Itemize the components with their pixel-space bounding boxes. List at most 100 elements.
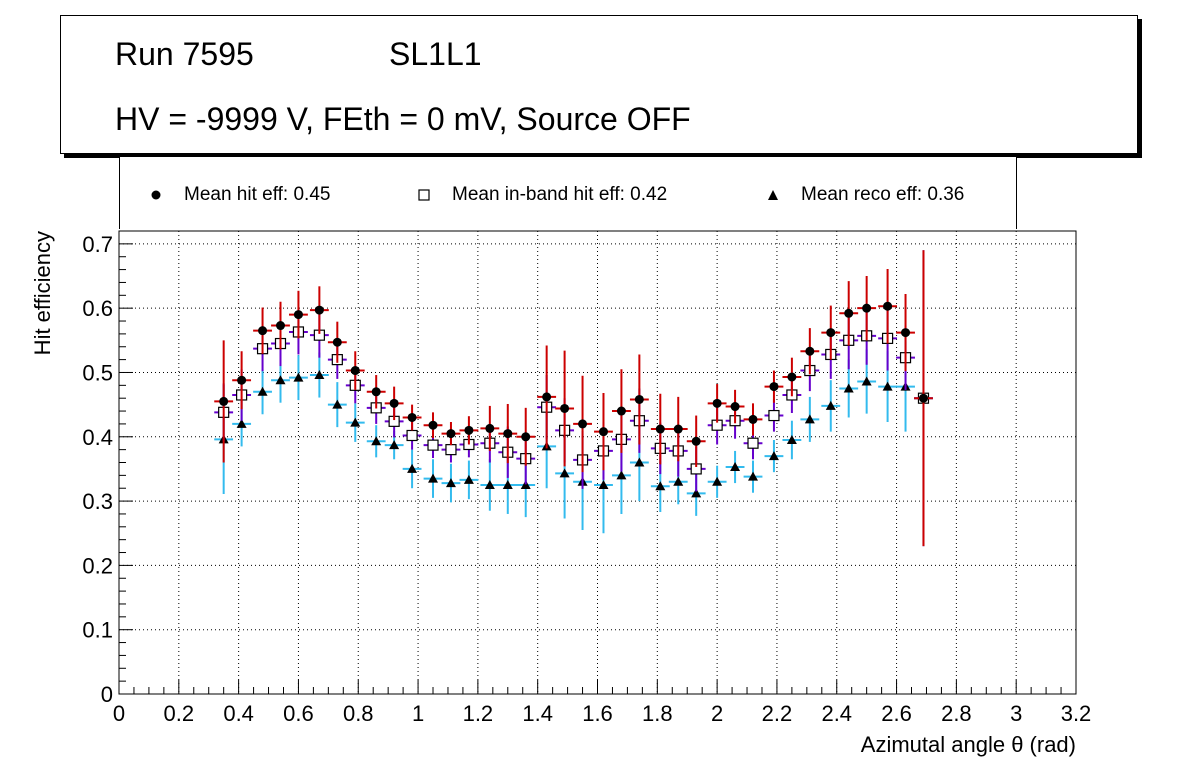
hit-point (407, 412, 417, 422)
conditions-label: HV = -9999 V, FEth = 0 mV, Source OFF (115, 101, 691, 137)
filled-circle-icon (146, 185, 166, 205)
hit-point (485, 423, 495, 433)
reco-point (712, 476, 723, 486)
reco-point (634, 457, 645, 467)
inband-point (445, 444, 457, 456)
legend-item-reco: Mean reco eff: 0.36 (763, 184, 964, 206)
reco-point (786, 434, 797, 444)
reco-point (484, 480, 495, 490)
hit-point (371, 387, 381, 397)
y-tick-label: 0 (101, 682, 113, 707)
hit-point (389, 398, 399, 408)
hit-point (314, 305, 324, 315)
layer-label: SL1L1 (389, 36, 482, 72)
hit-point (578, 419, 588, 429)
x-tick-label: 3 (1010, 701, 1022, 726)
x-tick-label: 1.4 (522, 701, 553, 726)
reco-point (598, 480, 609, 490)
x-tick-label: 2.6 (881, 701, 912, 726)
hit-point (428, 420, 438, 430)
hit-point (901, 328, 911, 338)
open-square-icon (414, 185, 434, 205)
reco-point (332, 399, 343, 409)
hit-point (237, 375, 247, 385)
reco-point (257, 386, 268, 396)
y-tick-label: 0.3 (82, 489, 113, 514)
reco-point (748, 471, 759, 481)
hit-point (542, 392, 552, 402)
axis-ticks: 0 0.2 0.4 0.6 0.8 1 1.2 1.4 1.6 1.8 2 2.2 2.4 2.6 2.8 3… (82, 232, 1091, 726)
hit-point (918, 393, 928, 403)
run-number: Run 7595 (115, 36, 254, 72)
inband-point (768, 409, 780, 422)
y-tick-label: 0.4 (82, 425, 113, 450)
reco-point (520, 480, 531, 490)
x-tick-label: 2 (711, 701, 723, 726)
reco-point (804, 414, 815, 424)
reco-point (445, 478, 456, 488)
inband-point (427, 439, 439, 451)
legend-item-inband: Mean in-band hit eff: 0.42 (414, 184, 667, 206)
hit-point (712, 398, 722, 408)
hit-point (219, 396, 229, 406)
x-tick-label: 2.2 (762, 701, 793, 726)
inband-point (747, 437, 759, 449)
legend: Mean hit eff: 0.45 Mean in-band hit eff:… (119, 157, 1017, 229)
inband-series (214, 250, 933, 547)
legend-inband-label: Mean in-band hit eff: 0.42 (452, 184, 668, 205)
hit-point (598, 427, 608, 437)
hit-point (293, 310, 303, 320)
reco-point (861, 376, 872, 386)
x-tick-label: 0.2 (164, 701, 195, 726)
y-tick-label: 0.2 (82, 553, 113, 578)
reco-series (214, 250, 933, 547)
reco-point (616, 470, 627, 480)
grid (119, 231, 1076, 694)
reco-point (825, 400, 836, 410)
x-axis-label: Azimutal angle θ (rad) (861, 732, 1076, 757)
reco-point (673, 476, 684, 486)
hit-point (691, 436, 701, 446)
reco-point (293, 372, 304, 382)
reco-point (502, 480, 513, 490)
legend-hit-label: Mean hit eff: 0.45 (184, 184, 331, 205)
reco-point (559, 468, 570, 478)
hit-point (883, 301, 893, 311)
reco-point (389, 440, 400, 450)
filled-triangle-icon (763, 185, 783, 205)
hit-point (862, 303, 872, 313)
hit-point (748, 414, 758, 424)
hit-point (616, 406, 626, 416)
x-tick-label: 1 (412, 701, 424, 726)
reco-point (407, 463, 418, 473)
hit-point (521, 432, 531, 442)
x-tick-label: 0 (113, 701, 125, 726)
y-tick-label: 0.5 (82, 360, 113, 385)
x-tick-label: 3.2 (1061, 701, 1092, 726)
x-tick-label: 1.8 (642, 701, 673, 726)
reco-point (691, 488, 702, 498)
x-tick-label: 0.4 (223, 701, 254, 726)
hit-point (655, 424, 665, 434)
y-axis-label: Hit efficiency (30, 231, 55, 355)
title-box: Run 7595 SL1L1 HV = -9999 V, FEth = 0 mV… (60, 15, 1138, 154)
hit-point (730, 402, 740, 412)
hit-point (634, 394, 644, 404)
reco-point (768, 451, 779, 461)
reco-point (314, 370, 325, 380)
hit-point (826, 328, 836, 338)
reco-point (843, 383, 854, 393)
hit-point (350, 366, 360, 376)
x-tick-label: 1.2 (463, 701, 494, 726)
y-tick-label: 0.7 (82, 232, 113, 257)
reco-point (275, 375, 286, 385)
reco-point (350, 417, 361, 427)
hit-point (673, 424, 683, 434)
hit-point (844, 308, 854, 318)
x-tick-label: 2.4 (821, 701, 852, 726)
reco-point (236, 418, 247, 428)
reco-point (655, 481, 666, 491)
hit-point (275, 321, 285, 331)
hit-point (503, 429, 513, 439)
x-tick-label: 0.8 (343, 701, 374, 726)
